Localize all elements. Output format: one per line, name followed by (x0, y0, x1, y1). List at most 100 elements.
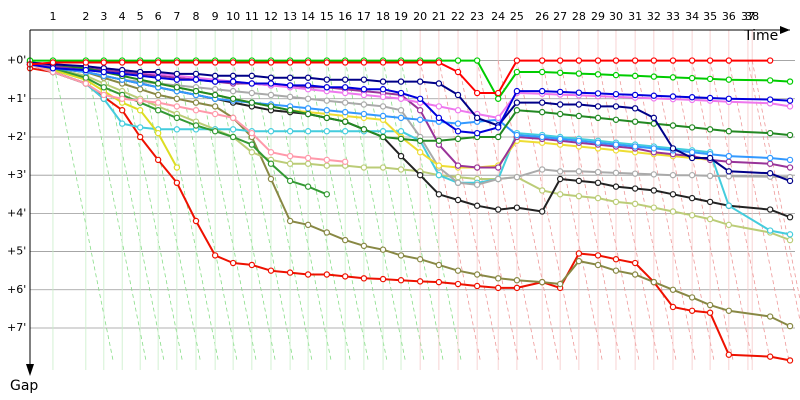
data-point (379, 112, 387, 120)
data-point (360, 242, 368, 250)
data-point (594, 103, 602, 110)
data-point (286, 74, 294, 81)
series-layer (26, 57, 794, 364)
data-point (575, 57, 583, 64)
data-point (416, 137, 424, 144)
data-point (360, 76, 368, 83)
lap-diagonal (289, 60, 351, 361)
lap-diagonal (419, 60, 481, 361)
data-point (118, 120, 126, 127)
data-point (136, 124, 144, 131)
data-point (360, 110, 368, 118)
data-point (556, 191, 564, 198)
data-point (416, 59, 424, 66)
lap-diagonal (457, 60, 519, 361)
data-point (136, 97, 144, 104)
data-point (706, 301, 714, 309)
data-point (786, 164, 794, 171)
x-tick-label: 17 (357, 10, 371, 23)
data-point (360, 59, 368, 66)
data-point (323, 59, 331, 66)
data-point (248, 149, 256, 156)
data-point (267, 128, 275, 135)
data-point (397, 128, 405, 135)
data-point (650, 171, 658, 178)
data-point (786, 236, 794, 244)
data-point (766, 353, 774, 360)
data-point (494, 175, 502, 183)
data-point (688, 307, 696, 314)
data-point (397, 107, 405, 114)
data-point (494, 89, 502, 97)
x-tick-label: 11 (245, 10, 259, 23)
data-point (304, 271, 312, 278)
data-point (323, 84, 331, 91)
data-point (341, 108, 349, 116)
data-point (575, 257, 583, 265)
data-point (435, 171, 443, 179)
data-point (118, 70, 126, 78)
data-point (379, 275, 387, 283)
data-point (304, 82, 312, 89)
x-tick-label: 26 (535, 10, 549, 23)
data-point (766, 129, 774, 137)
data-point (435, 162, 443, 169)
series-line (29, 63, 791, 161)
data-point (229, 87, 237, 95)
data-point (494, 124, 502, 131)
data-point (786, 97, 794, 104)
data-point (669, 145, 677, 152)
data-point (454, 179, 462, 187)
data-point (766, 170, 774, 177)
data-point (211, 59, 219, 66)
data-point (435, 80, 443, 87)
data-point (435, 103, 443, 110)
data-point (513, 204, 521, 211)
data-point (494, 164, 502, 171)
data-point (304, 183, 312, 190)
data-point (173, 126, 181, 133)
data-point (323, 156, 331, 164)
data-point (473, 89, 481, 97)
data-point (538, 187, 546, 194)
lap-diagonal (559, 60, 621, 361)
data-point (211, 110, 219, 118)
x-axis-title: Time (743, 28, 778, 44)
data-point (766, 313, 774, 320)
x-tick-label: 6 (155, 10, 162, 23)
data-point (304, 128, 312, 135)
data-point (100, 91, 108, 99)
data-point (706, 198, 714, 206)
data-point (304, 74, 312, 81)
y-tick-label: +5' (7, 245, 26, 258)
data-point (473, 114, 481, 122)
data-point (173, 76, 181, 83)
data-point (631, 271, 639, 278)
data-point (435, 278, 443, 286)
lap-diagonal (344, 60, 406, 361)
data-point (192, 217, 200, 225)
lap-diagonal (497, 60, 559, 361)
x-tick-label: 21 (432, 10, 446, 23)
data-point (669, 74, 677, 81)
data-point (286, 269, 294, 276)
data-point (82, 59, 90, 66)
data-point (229, 72, 237, 80)
data-point (494, 284, 502, 292)
data-point (397, 135, 405, 143)
lap-diagonal (438, 60, 500, 361)
data-point (513, 57, 521, 64)
x-tick-label: 5 (137, 10, 144, 23)
data-point (786, 177, 794, 185)
x-tick-label: 16 (338, 10, 352, 23)
data-point (594, 71, 602, 78)
data-point (267, 59, 275, 66)
data-point (136, 133, 144, 141)
x-tick-label: 8 (193, 10, 200, 23)
x-tick-label: 2 (82, 10, 89, 23)
data-point (248, 80, 256, 87)
data-point (556, 101, 564, 108)
data-point (82, 74, 90, 81)
data-point (192, 76, 200, 83)
data-point (513, 284, 521, 292)
